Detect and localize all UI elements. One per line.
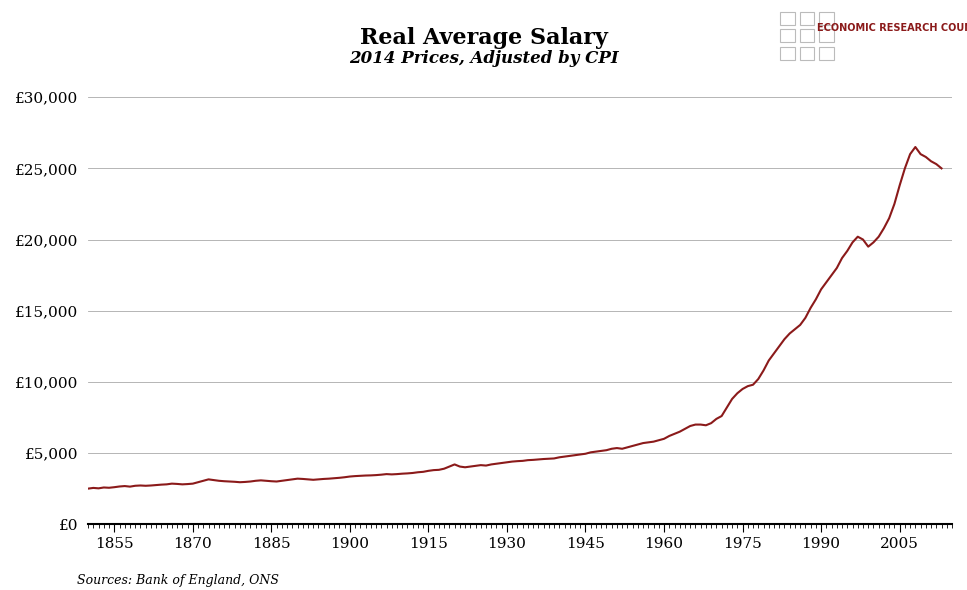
Bar <box>819 47 834 60</box>
Text: ECONOMIC RESEARCH COUNCIL: ECONOMIC RESEARCH COUNCIL <box>817 24 967 33</box>
Bar <box>819 12 834 25</box>
Bar <box>780 12 795 25</box>
Text: Real Average Salary: Real Average Salary <box>360 27 607 48</box>
Bar <box>800 30 814 42</box>
Bar <box>800 47 814 60</box>
Bar <box>800 12 814 25</box>
Text: Sources: Bank of England, ONS: Sources: Bank of England, ONS <box>77 574 279 587</box>
Bar <box>819 30 834 42</box>
Bar <box>780 30 795 42</box>
Bar <box>780 47 795 60</box>
Text: 2014 Prices, Adjusted by CPI: 2014 Prices, Adjusted by CPI <box>349 50 618 67</box>
